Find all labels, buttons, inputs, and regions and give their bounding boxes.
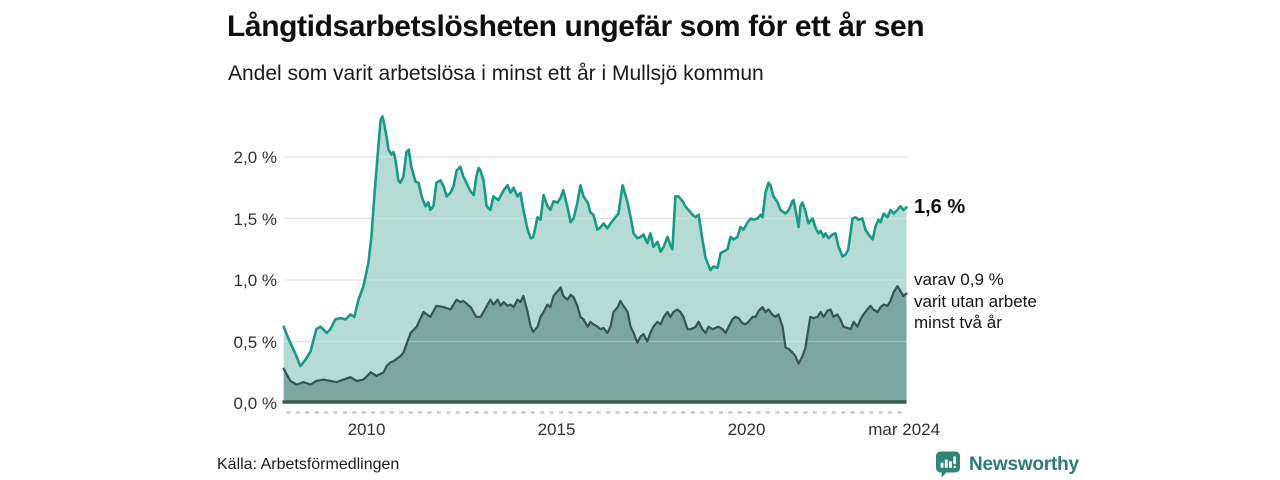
end-value-label-subset: varav 0,9 % varit utan arbete minst två … <box>914 270 1037 332</box>
end-value-label-total: 1,6 % <box>914 196 966 218</box>
x-axis-tick-label: 2020 <box>727 420 766 439</box>
newsworthy-wordmark: Newsworthy <box>969 453 1079 475</box>
y-axis-tick-label: 0,0 % <box>233 394 277 413</box>
x-axis-tick-label: mar 2024 <box>868 420 941 439</box>
x-axis-tick-label: 2015 <box>537 420 576 439</box>
newsworthy-logo-icon <box>936 451 960 478</box>
source-credit: Källa: Arbetsförmedlingen <box>217 456 400 473</box>
y-axis-tick-label: 1,0 % <box>233 271 277 290</box>
y-axis-tick-label: 2,0 % <box>233 148 277 167</box>
y-axis-tick-label: 1,5 % <box>233 209 277 229</box>
chart-subtitle: Andel som varit arbetslösa i minst ett å… <box>228 62 764 85</box>
y-axis-tick-label: 0,5 % <box>233 332 277 352</box>
area-fill-subset <box>283 286 907 403</box>
x-axis-tick-label: 2010 <box>347 420 386 439</box>
newsworthy-brand: Newsworthy <box>934 450 1079 479</box>
series-line-total <box>282 115 908 368</box>
page-title: Långtidsarbetslösheten ungefär som för e… <box>227 10 925 43</box>
series-line-subset <box>282 285 908 386</box>
